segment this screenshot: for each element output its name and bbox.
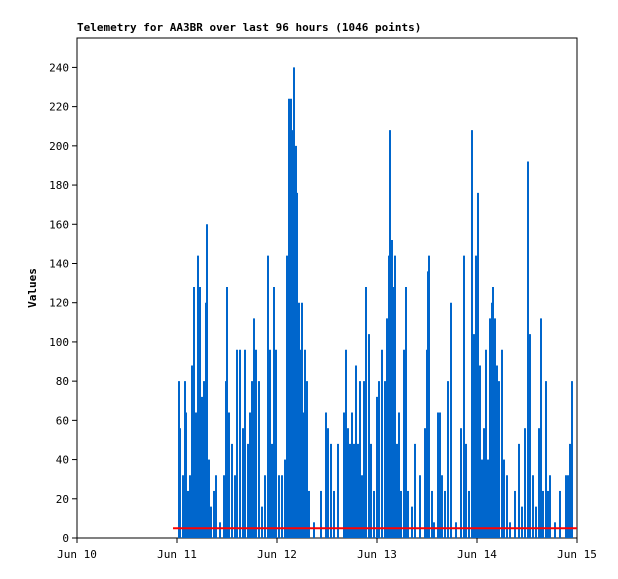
y-tick-label: 120 bbox=[49, 297, 69, 310]
y-tick-label: 140 bbox=[49, 257, 69, 270]
y-tick-label: 80 bbox=[56, 375, 69, 388]
x-tick-label: Jun 15 bbox=[557, 548, 597, 561]
y-tick-label: 100 bbox=[49, 336, 69, 349]
x-tick-label: Jun 12 bbox=[257, 548, 297, 561]
x-tick-label: Jun 14 bbox=[457, 548, 497, 561]
y-tick-label: 200 bbox=[49, 140, 69, 153]
x-tick-label: Jun 11 bbox=[157, 548, 197, 561]
y-tick-label: 60 bbox=[56, 414, 69, 427]
chart-title: Telemetry for AA3BR over last 96 hours (… bbox=[77, 21, 421, 34]
y-tick-label: 180 bbox=[49, 179, 69, 192]
y-tick-label: 20 bbox=[56, 493, 69, 506]
y-tick-label: 220 bbox=[49, 101, 69, 114]
y-tick-label: 160 bbox=[49, 218, 69, 231]
y-tick-label: 240 bbox=[49, 61, 69, 74]
x-tick-label: Jun 13 bbox=[357, 548, 397, 561]
y-axis-label: Values bbox=[26, 268, 39, 308]
x-tick-label: Jun 10 bbox=[57, 548, 97, 561]
y-tick-label: 40 bbox=[56, 454, 69, 467]
y-tick-label: 0 bbox=[62, 532, 69, 545]
